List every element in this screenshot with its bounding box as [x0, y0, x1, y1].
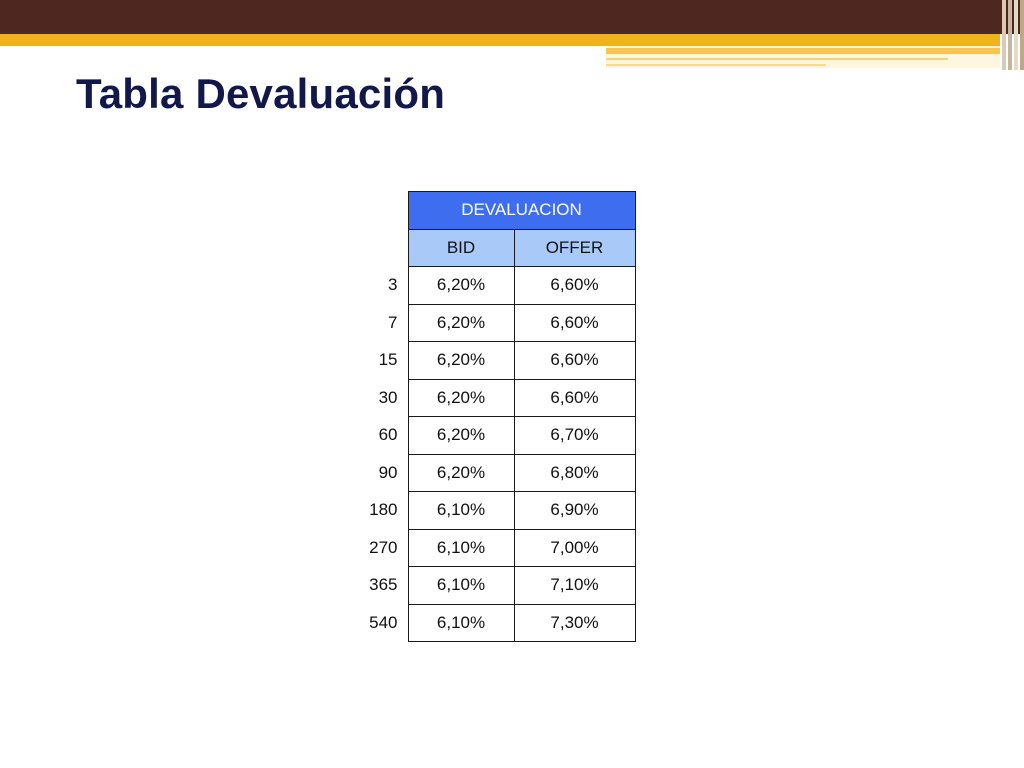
- header-bar: [0, 0, 1024, 34]
- gold-accent-line: [606, 64, 826, 66]
- offer-cell: 6,60%: [513, 378, 636, 417]
- term-cell: 540: [369, 612, 398, 632]
- term-cell: 7: [388, 312, 398, 332]
- gold-accent-line: [606, 48, 1000, 54]
- bid-cell: 6,10%: [407, 491, 515, 530]
- gold-accent-line: [606, 58, 948, 60]
- bid-cell: 6,20%: [407, 416, 515, 455]
- table-row: 540 6,10% 7,30%: [352, 603, 636, 642]
- stripe: [1020, 0, 1024, 70]
- table-group-header-row: DEVALUACION: [352, 191, 636, 230]
- table-row: 365 6,10% 7,10%: [352, 566, 636, 605]
- table-row: 15 6,20% 6,60%: [352, 341, 636, 380]
- offer-cell: 7,00%: [513, 528, 636, 567]
- offer-cell: 7,10%: [513, 566, 636, 605]
- table-row: 90 6,20% 6,80%: [352, 453, 636, 492]
- term-cell: 60: [378, 425, 398, 445]
- table-column-header-row: BID OFFER: [352, 228, 636, 267]
- stripe: [1014, 0, 1018, 70]
- column-header-bid: BID: [407, 228, 515, 267]
- gold-accent-band: [0, 34, 1000, 46]
- term-cell: 270: [369, 537, 398, 557]
- decorative-stripes: [990, 0, 1024, 70]
- bid-cell: 6,20%: [407, 303, 515, 342]
- offer-cell: 6,70%: [513, 416, 636, 455]
- stripe: [1008, 0, 1012, 70]
- offer-cell: 6,60%: [513, 303, 636, 342]
- table-row: 270 6,10% 7,00%: [352, 528, 636, 567]
- offer-cell: 6,60%: [513, 341, 636, 380]
- bid-cell: 6,10%: [407, 603, 515, 642]
- bid-cell: 6,20%: [407, 341, 515, 380]
- term-cell: 3: [388, 275, 398, 295]
- table-row: 7 6,20% 6,60%: [352, 303, 636, 342]
- offer-cell: 6,60%: [513, 266, 636, 305]
- offer-cell: 7,30%: [513, 603, 636, 642]
- offer-cell: 6,90%: [513, 491, 636, 530]
- bid-cell: 6,10%: [407, 566, 515, 605]
- term-cell: 30: [378, 387, 398, 407]
- table-row: 60 6,20% 6,70%: [352, 416, 636, 455]
- table-row: 180 6,10% 6,90%: [352, 491, 636, 530]
- bid-cell: 6,20%: [407, 453, 515, 492]
- devaluation-table: DEVALUACION BID OFFER 3 6,20% 6,60% 7 6,…: [352, 191, 636, 642]
- stripe: [1002, 0, 1006, 70]
- bid-cell: 6,20%: [407, 378, 515, 417]
- term-cell: 15: [378, 350, 398, 370]
- bid-cell: 6,10%: [407, 528, 515, 567]
- corner-cell: [352, 229, 408, 267]
- corner-cell: [352, 192, 408, 230]
- table-row: 3 6,20% 6,60%: [352, 266, 636, 305]
- bid-cell: 6,20%: [407, 266, 515, 305]
- offer-cell: 6,80%: [513, 453, 636, 492]
- term-cell: 365: [369, 575, 398, 595]
- slide-title: Tabla Devaluación: [76, 70, 446, 117]
- table-row: 30 6,20% 6,60%: [352, 378, 636, 417]
- term-cell: 180: [369, 500, 398, 520]
- group-header-devaluacion: DEVALUACION: [407, 191, 636, 230]
- term-cell: 90: [378, 462, 398, 482]
- column-header-offer: OFFER: [513, 228, 636, 267]
